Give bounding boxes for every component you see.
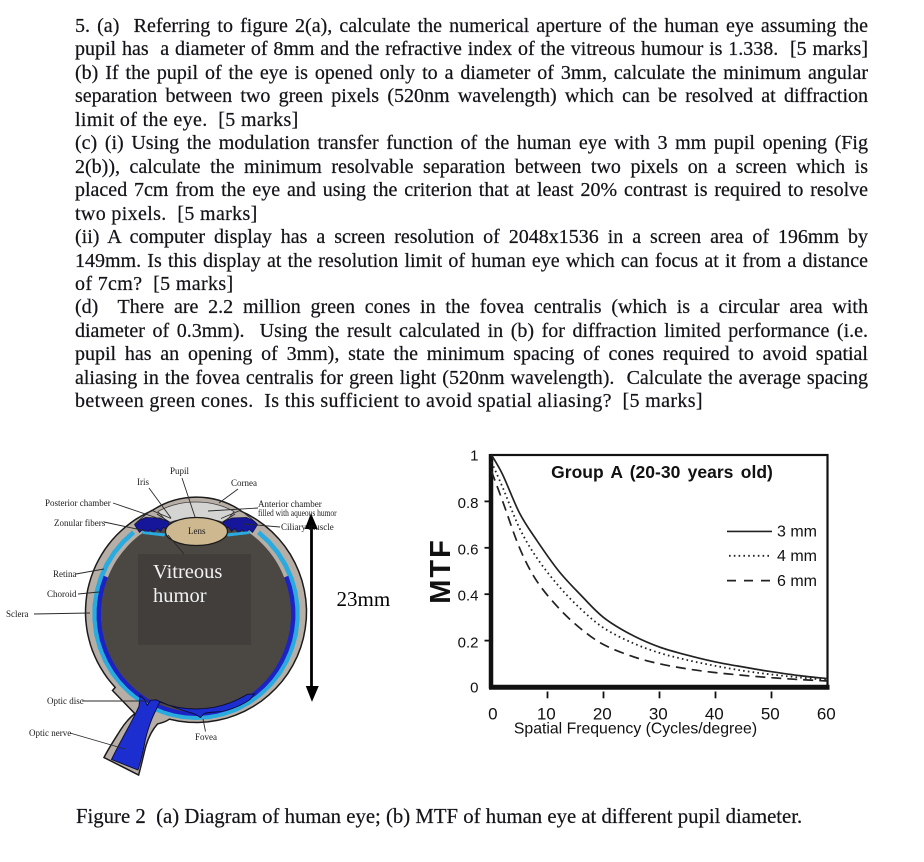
svg-text:60: 60 — [817, 705, 836, 724]
svg-text:MTF: MTF — [425, 538, 457, 604]
svg-text:0.4: 0.4 — [458, 588, 479, 605]
svg-text:Spatial Frequency (Cycles/degr: Spatial Frequency (Cycles/degree) — [514, 721, 757, 738]
svg-text:30: 30 — [649, 705, 668, 724]
svg-text:1: 1 — [470, 447, 478, 464]
svg-text:3 mm: 3 mm — [777, 524, 817, 541]
svg-text:0.8: 0.8 — [458, 495, 479, 512]
svg-text:40: 40 — [705, 705, 724, 724]
svg-text:0: 0 — [470, 679, 478, 696]
svg-text:Group A (20-30 years old): Group A (20-30 years old) — [551, 462, 773, 482]
svg-text:50: 50 — [761, 705, 780, 724]
svg-text:10: 10 — [537, 705, 556, 724]
svg-text:6 mm: 6 mm — [777, 573, 817, 590]
svg-text:0.2: 0.2 — [458, 635, 479, 652]
svg-text:4 mm: 4 mm — [777, 548, 817, 565]
svg-text:0.6: 0.6 — [458, 541, 479, 558]
svg-text:20: 20 — [593, 705, 612, 724]
svg-text:0: 0 — [488, 705, 497, 724]
